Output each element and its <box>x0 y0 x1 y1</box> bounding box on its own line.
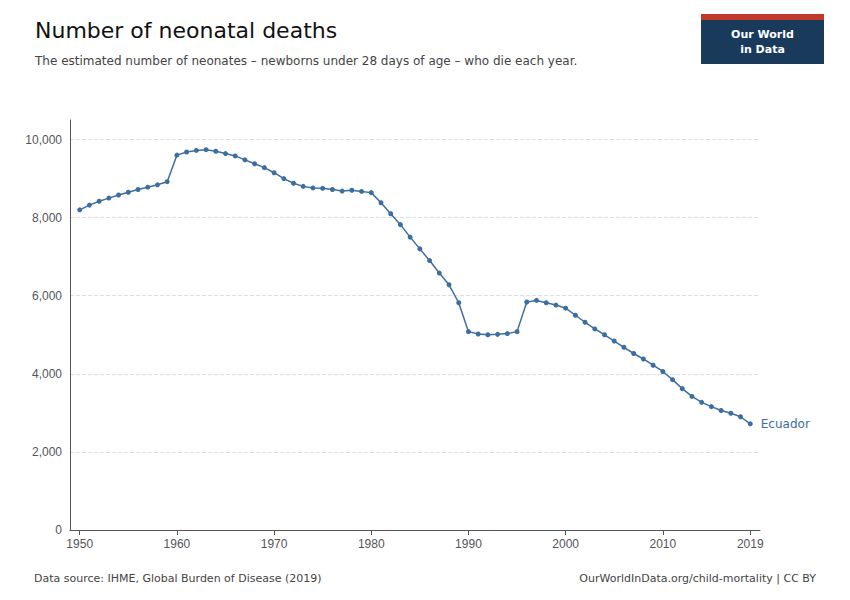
svg-text:OurWorldInData.org/child-morta: OurWorldInData.org/child-mortality | CC … <box>579 572 816 585</box>
svg-text:2010: 2010 <box>649 537 676 551</box>
svg-text:in Data: in Data <box>740 43 785 56</box>
svg-text:10,000: 10,000 <box>25 133 62 147</box>
svg-text:2019: 2019 <box>737 537 764 551</box>
svg-text:2,000: 2,000 <box>32 445 62 459</box>
svg-text:6,000: 6,000 <box>32 289 62 303</box>
svg-text:The estimated number of neonat: The estimated number of neonates – newbo… <box>34 54 577 68</box>
svg-text:8,000: 8,000 <box>32 211 62 225</box>
svg-text:1970: 1970 <box>261 537 288 551</box>
svg-text:Number of neonatal deaths: Number of neonatal deaths <box>35 18 337 43</box>
svg-text:1950: 1950 <box>66 537 93 551</box>
svg-text:Our World: Our World <box>731 28 794 41</box>
svg-text:0: 0 <box>55 523 62 537</box>
svg-text:4,000: 4,000 <box>32 367 62 381</box>
svg-text:1960: 1960 <box>164 537 191 551</box>
svg-text:Data source: IHME, Global Burd: Data source: IHME, Global Burden of Dise… <box>34 572 322 585</box>
svg-text:1980: 1980 <box>358 537 385 551</box>
svg-text:1990: 1990 <box>455 537 482 551</box>
svg-text:2000: 2000 <box>552 537 579 551</box>
svg-text:Ecuador: Ecuador <box>761 417 810 431</box>
